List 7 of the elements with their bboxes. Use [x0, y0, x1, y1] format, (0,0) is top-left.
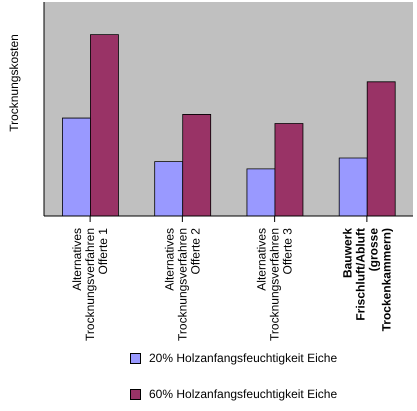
x-tick-label: Alternatives Trocknungsverfahren Offerte 2 — [162, 228, 202, 341]
legend-label: 60% Holzanfangsfeuchtigkeit Eiche — [149, 387, 338, 401]
legend-label: 20% Holzanfangsfeuchtigkeit Eiche — [149, 351, 338, 365]
x-tick-label: Alternatives Trocknungsverfahren Offerte 1 — [70, 228, 110, 341]
y-axis-title: Trocknungskosten — [7, 34, 22, 132]
x-tick-label: Bauwerk Frischluft/Abluft (grosse Trockenkammern) — [340, 228, 394, 332]
x-tick-label: Alternatives Trocknungsverfahren Offerte 3 — [254, 228, 295, 341]
